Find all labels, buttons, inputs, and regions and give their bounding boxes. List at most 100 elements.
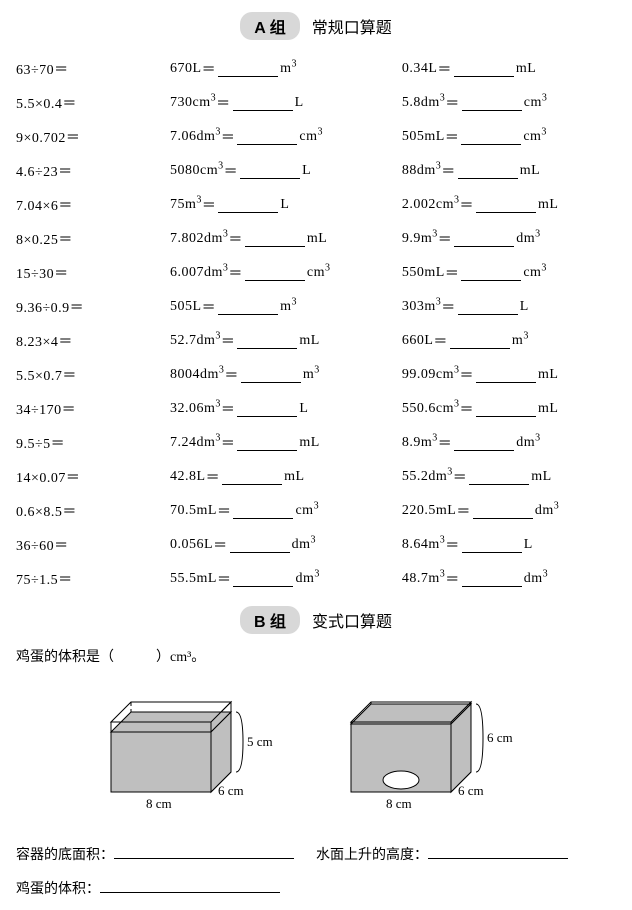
conv-unit-to: mL — [299, 333, 319, 349]
equals-sign: ＝ — [445, 569, 460, 589]
conversion-item: 730 cm3＝ L — [170, 86, 394, 120]
conv-unit-from: mL — [436, 503, 456, 519]
section-b-badge: B 组 — [240, 606, 300, 634]
conversion-item: 7.802 dm3＝mL — [170, 222, 394, 256]
col1-item: 15÷30＝ — [16, 256, 162, 290]
answer-blank — [461, 130, 521, 145]
conversion-item: 220.5 mL＝ dm3 — [402, 494, 616, 528]
rise-text: 水面上升的高度： — [316, 848, 428, 863]
answer-blank — [458, 164, 518, 179]
conv-unit-to: L — [299, 401, 308, 417]
box2-height: 6 cm — [487, 730, 513, 745]
conv-unit-from: m3 — [204, 401, 221, 417]
section-a-header: A 组 常规口算题 — [16, 12, 616, 40]
conv-unit-to: L — [280, 197, 289, 213]
col1-item: 7.04×6＝ — [16, 188, 162, 222]
answer-blank — [454, 436, 514, 451]
conv-value: 7.24 — [170, 435, 197, 451]
conversion-item: 505 mL＝cm3 — [402, 120, 616, 154]
equals-sign: ＝ — [445, 93, 460, 113]
answer-blank — [233, 504, 293, 519]
conversion-item: 505 L＝m3 — [170, 290, 394, 324]
answer-blank — [245, 232, 305, 247]
conv-unit-to: mL — [516, 61, 536, 77]
equals-sign: ＝ — [441, 297, 456, 317]
answer-blank — [237, 402, 297, 417]
answer-blank — [450, 334, 510, 349]
equals-sign: ＝ — [217, 569, 232, 589]
conv-unit-from: m3 — [428, 537, 445, 553]
conv-unit-to: mL — [299, 435, 319, 451]
conversion-item: 5080 cm3＝L — [170, 154, 394, 188]
conv-value: 660 — [402, 333, 425, 349]
answer-blank — [237, 130, 297, 145]
section-b-title: 变式口算题 — [312, 614, 392, 631]
answer-blank — [233, 96, 293, 111]
conv-unit-from: dm3 — [197, 333, 221, 349]
conv-unit-to: L — [295, 95, 304, 111]
answer-blank — [218, 300, 278, 315]
conv-value: 7.06 — [170, 129, 197, 145]
conv-value: 99.09 — [402, 367, 436, 383]
conv-unit-from: cm3 — [436, 401, 460, 417]
equals-sign: ＝ — [224, 365, 239, 385]
conv-unit-to: m3 — [280, 61, 297, 77]
conv-unit-to: mL — [538, 197, 558, 213]
answer-blank — [476, 198, 536, 213]
section-b-header: B 组 变式口算题 — [16, 606, 616, 634]
col1-item: 5.5×0.4＝ — [16, 86, 162, 120]
conv-value: 505 — [170, 299, 193, 315]
equals-sign: ＝ — [216, 93, 231, 113]
conv-unit-to: cm3 — [523, 129, 547, 145]
equals-sign: ＝ — [459, 365, 474, 385]
conv-unit-from: mL — [424, 129, 444, 145]
equals-sign: ＝ — [459, 195, 474, 215]
conv-value: 220.5 — [402, 503, 436, 519]
answer-blank — [230, 538, 290, 553]
equals-sign: ＝ — [438, 433, 453, 453]
answer-blank — [462, 538, 522, 553]
answer-blank — [462, 96, 522, 111]
equals-sign: ＝ — [228, 263, 243, 283]
conversion-item: 6.007 dm3＝cm3 — [170, 256, 394, 290]
conv-value: 2.002 — [402, 197, 436, 213]
conv-value: 32.06 — [170, 401, 204, 417]
col1-item: 8.23×4＝ — [16, 324, 162, 358]
conv-unit-from: cm3 — [193, 95, 217, 111]
box1-width: 8 cm — [146, 796, 172, 811]
problems-grid: 63÷70＝5.5×0.4＝9×0.702＝4.6÷23＝7.04×6＝8×0.… — [16, 52, 616, 596]
conv-value: 5.8 — [402, 95, 421, 111]
box2-depth: 6 cm — [458, 783, 484, 798]
conv-unit-to: dm3 — [535, 503, 559, 519]
equals-sign: ＝ — [217, 501, 232, 521]
conv-unit-from: dm3 — [428, 469, 452, 485]
col1-item: 8×0.25＝ — [16, 222, 162, 256]
box-diagram-1: 5 cm 6 cm 8 cm — [101, 680, 281, 820]
conv-unit-to: mL — [307, 231, 327, 247]
equals-sign: ＝ — [213, 535, 228, 555]
equals-sign: ＝ — [221, 127, 236, 147]
equals-sign: ＝ — [445, 263, 460, 283]
conv-value: 505 — [402, 129, 425, 145]
conversion-item: 550.6 cm3＝mL — [402, 392, 616, 426]
rise-blank — [428, 844, 568, 859]
answer-blank — [245, 266, 305, 281]
answer-blank — [473, 504, 533, 519]
conversion-item: 52.7 dm3＝mL — [170, 324, 394, 358]
conv-unit-to: dm3 — [295, 571, 319, 587]
conv-unit-from: cm3 — [200, 163, 224, 179]
conv-unit-to: cm3 — [524, 95, 548, 111]
conv-unit-to: cm3 — [295, 503, 319, 519]
equals-sign: ＝ — [202, 297, 217, 317]
conv-unit-to: mL — [520, 163, 540, 179]
conv-unit-to: m3 — [280, 299, 297, 315]
column-1: 63÷70＝5.5×0.4＝9×0.702＝4.6÷23＝7.04×6＝8×0.… — [16, 52, 162, 596]
equals-sign: ＝ — [456, 501, 471, 521]
answer-blank — [218, 198, 278, 213]
conv-value: 70.5 — [170, 503, 197, 519]
conversion-item: 8.64 m3＝L — [402, 528, 616, 562]
conv-unit-to: cm3 — [307, 265, 331, 281]
conv-value: 730 — [170, 95, 193, 111]
conv-value: 8.9 — [402, 435, 421, 451]
answer-blank — [462, 572, 522, 587]
